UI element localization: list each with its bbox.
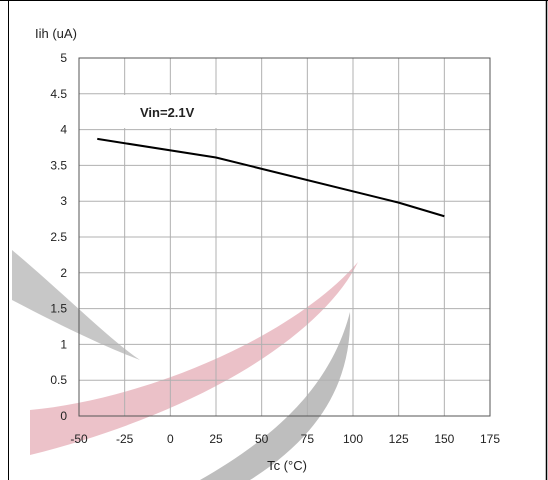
y-tick-label: 1.5 xyxy=(50,302,67,316)
plot-area xyxy=(78,57,491,417)
x-tick-label: -50 xyxy=(70,432,88,446)
watermark xyxy=(12,250,358,480)
y-tick-label: 0 xyxy=(60,409,67,423)
x-tick-label: 175 xyxy=(480,432,500,446)
x-tick-label: 150 xyxy=(434,432,454,446)
y-tick-label: 4 xyxy=(60,123,67,137)
x-tick-label: 100 xyxy=(343,432,363,446)
x-tick-label: 50 xyxy=(255,432,269,446)
y-tick-label: 3.5 xyxy=(50,158,67,172)
x-tick-label: 25 xyxy=(209,432,223,446)
y-tick-label: 4.5 xyxy=(50,87,67,101)
y-tick-label: 2.5 xyxy=(50,230,67,244)
x-axis-label: Tc (°C) xyxy=(267,458,307,473)
annotation-label: Vin=2.1V xyxy=(140,105,195,120)
watermark-gray-left-swoosh xyxy=(12,250,140,360)
x-tick-labels: -50 -25 0 25 50 75 100 125 150 175 xyxy=(70,432,500,446)
watermark-gray-swoosh xyxy=(200,312,351,480)
series-line xyxy=(97,137,445,218)
y-tick-label: 0.5 xyxy=(50,373,67,387)
annotation-background xyxy=(120,95,218,128)
x-tick-label: 125 xyxy=(389,432,409,446)
x-tick-label: -25 xyxy=(116,432,134,446)
x-tick-label: 75 xyxy=(301,432,315,446)
annotation-box: Vin=2.1V xyxy=(120,95,218,128)
x-tick-label: 0 xyxy=(167,432,174,446)
y-tick-label: 3 xyxy=(60,194,67,208)
plot-frame xyxy=(78,57,491,417)
y-tick-label: 5 xyxy=(60,51,67,65)
y-tick-label: 1 xyxy=(60,337,67,351)
y-axis-label: Iih (uA) xyxy=(35,26,77,41)
y-tick-labels: 0 0.5 1 1.5 2 2.5 3 3.5 4 4.5 5 xyxy=(50,51,67,423)
y-tick-label: 2 xyxy=(60,266,67,280)
watermark-red-swoosh xyxy=(30,262,358,455)
